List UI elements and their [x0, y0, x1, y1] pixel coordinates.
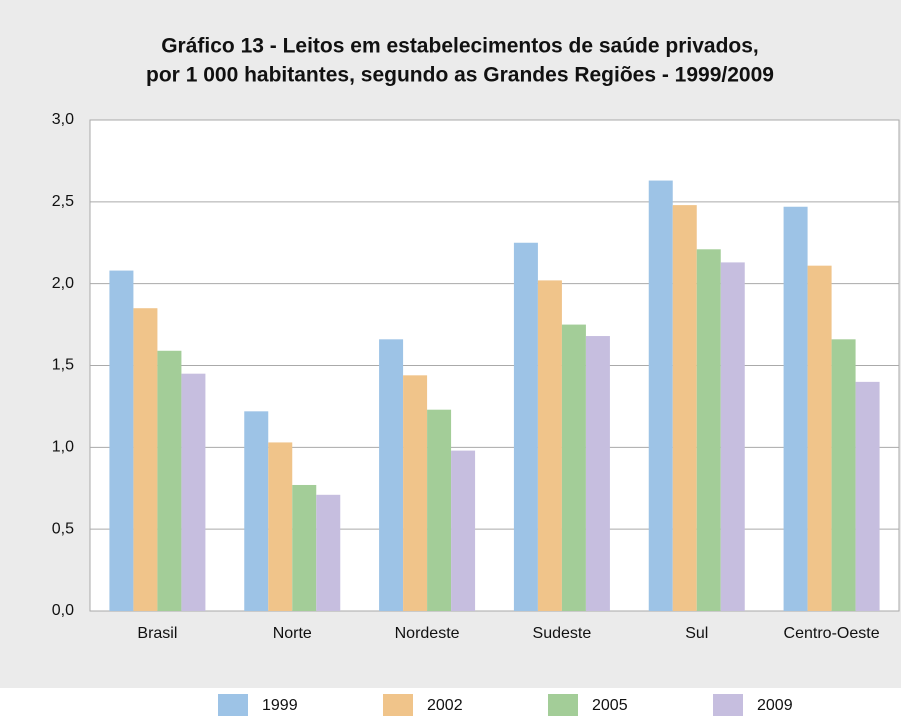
bar	[292, 484, 317, 611]
y-tick-label: 0,0	[52, 602, 74, 619]
x-tick-label: Sudeste	[533, 625, 592, 642]
y-tick-label: 1,5	[52, 357, 74, 374]
legend-swatch	[218, 694, 248, 716]
bar	[403, 375, 428, 611]
x-tick-label: Nordeste	[395, 625, 460, 642]
y-tick-label: 2,0	[52, 275, 74, 292]
legend-label: 2009	[757, 697, 793, 714]
legend-label: 1999	[262, 697, 298, 714]
bar	[537, 280, 562, 611]
bar	[672, 205, 697, 611]
x-tick-label: Centro-Oeste	[784, 625, 880, 642]
chart-title: por 1 000 habitantes, segundo as Grandes…	[146, 64, 774, 87]
y-tick-label: 1,0	[52, 439, 74, 456]
bar	[855, 381, 880, 611]
bar	[696, 249, 721, 611]
bar	[109, 270, 134, 611]
bar	[379, 339, 404, 611]
legend-swatch	[383, 694, 413, 716]
bar	[157, 350, 182, 611]
legend-swatch	[713, 694, 743, 716]
legend-swatch	[548, 694, 578, 716]
bar	[244, 411, 269, 611]
bar	[513, 242, 538, 611]
bar	[133, 308, 158, 611]
legend-label: 2005	[592, 697, 628, 714]
y-tick-label: 0,5	[52, 520, 74, 537]
x-tick-label: Norte	[273, 625, 312, 642]
bar	[831, 339, 856, 611]
bar	[585, 336, 610, 611]
bar	[561, 324, 586, 611]
bar	[268, 442, 293, 611]
bar	[181, 373, 206, 611]
y-tick-label: 2,5	[52, 193, 74, 210]
y-tick-label: 3,0	[52, 111, 74, 128]
bar	[316, 494, 341, 611]
bar	[720, 262, 745, 611]
bar	[427, 409, 452, 611]
bar	[783, 206, 808, 611]
bar	[648, 180, 673, 611]
x-tick-label: Sul	[685, 625, 708, 642]
chart-title: Gráfico 13 - Leitos em estabelecimentos …	[161, 35, 759, 58]
bar	[807, 265, 832, 611]
legend-label: 2002	[427, 697, 463, 714]
bar	[451, 450, 476, 611]
x-tick-label: Brasil	[137, 625, 177, 642]
